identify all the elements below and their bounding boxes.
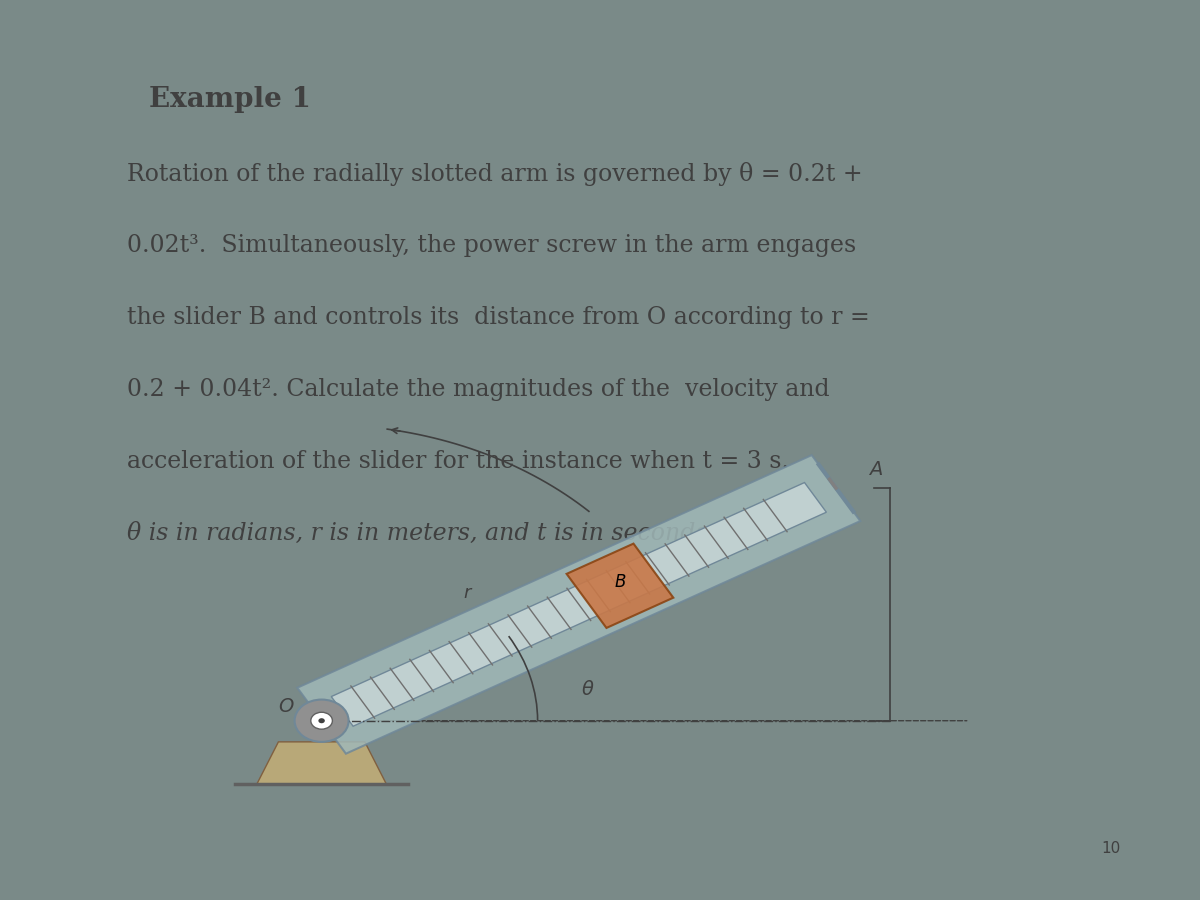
Circle shape (295, 699, 349, 742)
Text: 0.2 + 0.04t². Calculate the magnitudes of the  velocity and: 0.2 + 0.04t². Calculate the magnitudes o… (127, 378, 830, 401)
Text: 0.02t³.  Simultaneously, the power screw in the arm engages: 0.02t³. Simultaneously, the power screw … (127, 234, 857, 257)
Polygon shape (331, 482, 827, 726)
Polygon shape (566, 544, 673, 628)
Text: $O$: $O$ (278, 698, 295, 716)
Polygon shape (257, 742, 386, 784)
Text: $\theta$: $\theta$ (581, 680, 594, 699)
Circle shape (311, 712, 332, 729)
Polygon shape (298, 455, 860, 753)
Text: the slider B and controls its  distance from O according to r =: the slider B and controls its distance f… (127, 306, 870, 329)
Circle shape (318, 718, 325, 724)
Text: $B$: $B$ (613, 572, 626, 590)
Text: 10: 10 (1102, 842, 1121, 856)
Text: $A$: $A$ (869, 462, 883, 480)
Text: θ is in radians, r is in meters, and t is in seconds.: θ is in radians, r is in meters, and t i… (127, 522, 715, 544)
Text: Rotation of the radially slotted arm is governed by θ = 0.2t +: Rotation of the radially slotted arm is … (127, 162, 863, 186)
Text: acceleration of the slider for the instance when t = 3 s.: acceleration of the slider for the insta… (127, 450, 790, 473)
Text: Example 1: Example 1 (149, 86, 311, 113)
Text: $r$: $r$ (463, 584, 474, 602)
